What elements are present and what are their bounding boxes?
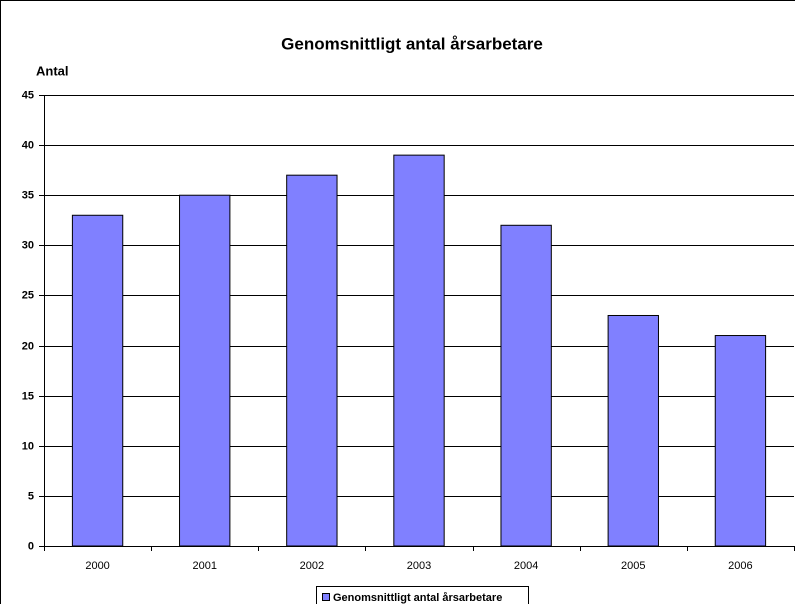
y-tick-label: 15 [22, 390, 34, 402]
bar [179, 194, 231, 547]
x-tick-label: 2006 [728, 560, 752, 572]
y-tick-label: 5 [28, 490, 34, 502]
legend-label: Genomsnittligt antal årsarbetare [333, 592, 502, 604]
y-tick-label: 35 [22, 189, 34, 201]
legend-box [316, 586, 529, 604]
x-tick-label: 2004 [514, 560, 538, 572]
chart-title: Genomsnittligt antal årsarbetare [281, 34, 543, 53]
y-tick-label: 10 [22, 440, 34, 452]
x-tick-label: 2001 [192, 560, 216, 572]
y-tick-label: 30 [22, 239, 34, 251]
y-tick-label: 40 [22, 139, 34, 151]
legend-swatch [322, 593, 330, 601]
y-tick-label: 25 [22, 289, 34, 301]
bar [286, 174, 338, 547]
x-tick-label: 2003 [407, 560, 431, 572]
y-tick-label: 45 [22, 89, 34, 101]
x-tick-label: 2005 [621, 560, 645, 572]
bar [607, 314, 659, 547]
bar [71, 214, 124, 547]
bar [393, 154, 445, 547]
y-tick-label: 0 [28, 540, 34, 552]
bar [714, 335, 767, 547]
y-tick-label: 20 [22, 340, 34, 352]
y-axis-label: Antal [36, 63, 69, 78]
x-tick-label: 2000 [85, 560, 109, 572]
x-tick-label: 2002 [300, 560, 324, 572]
bar [500, 224, 552, 547]
